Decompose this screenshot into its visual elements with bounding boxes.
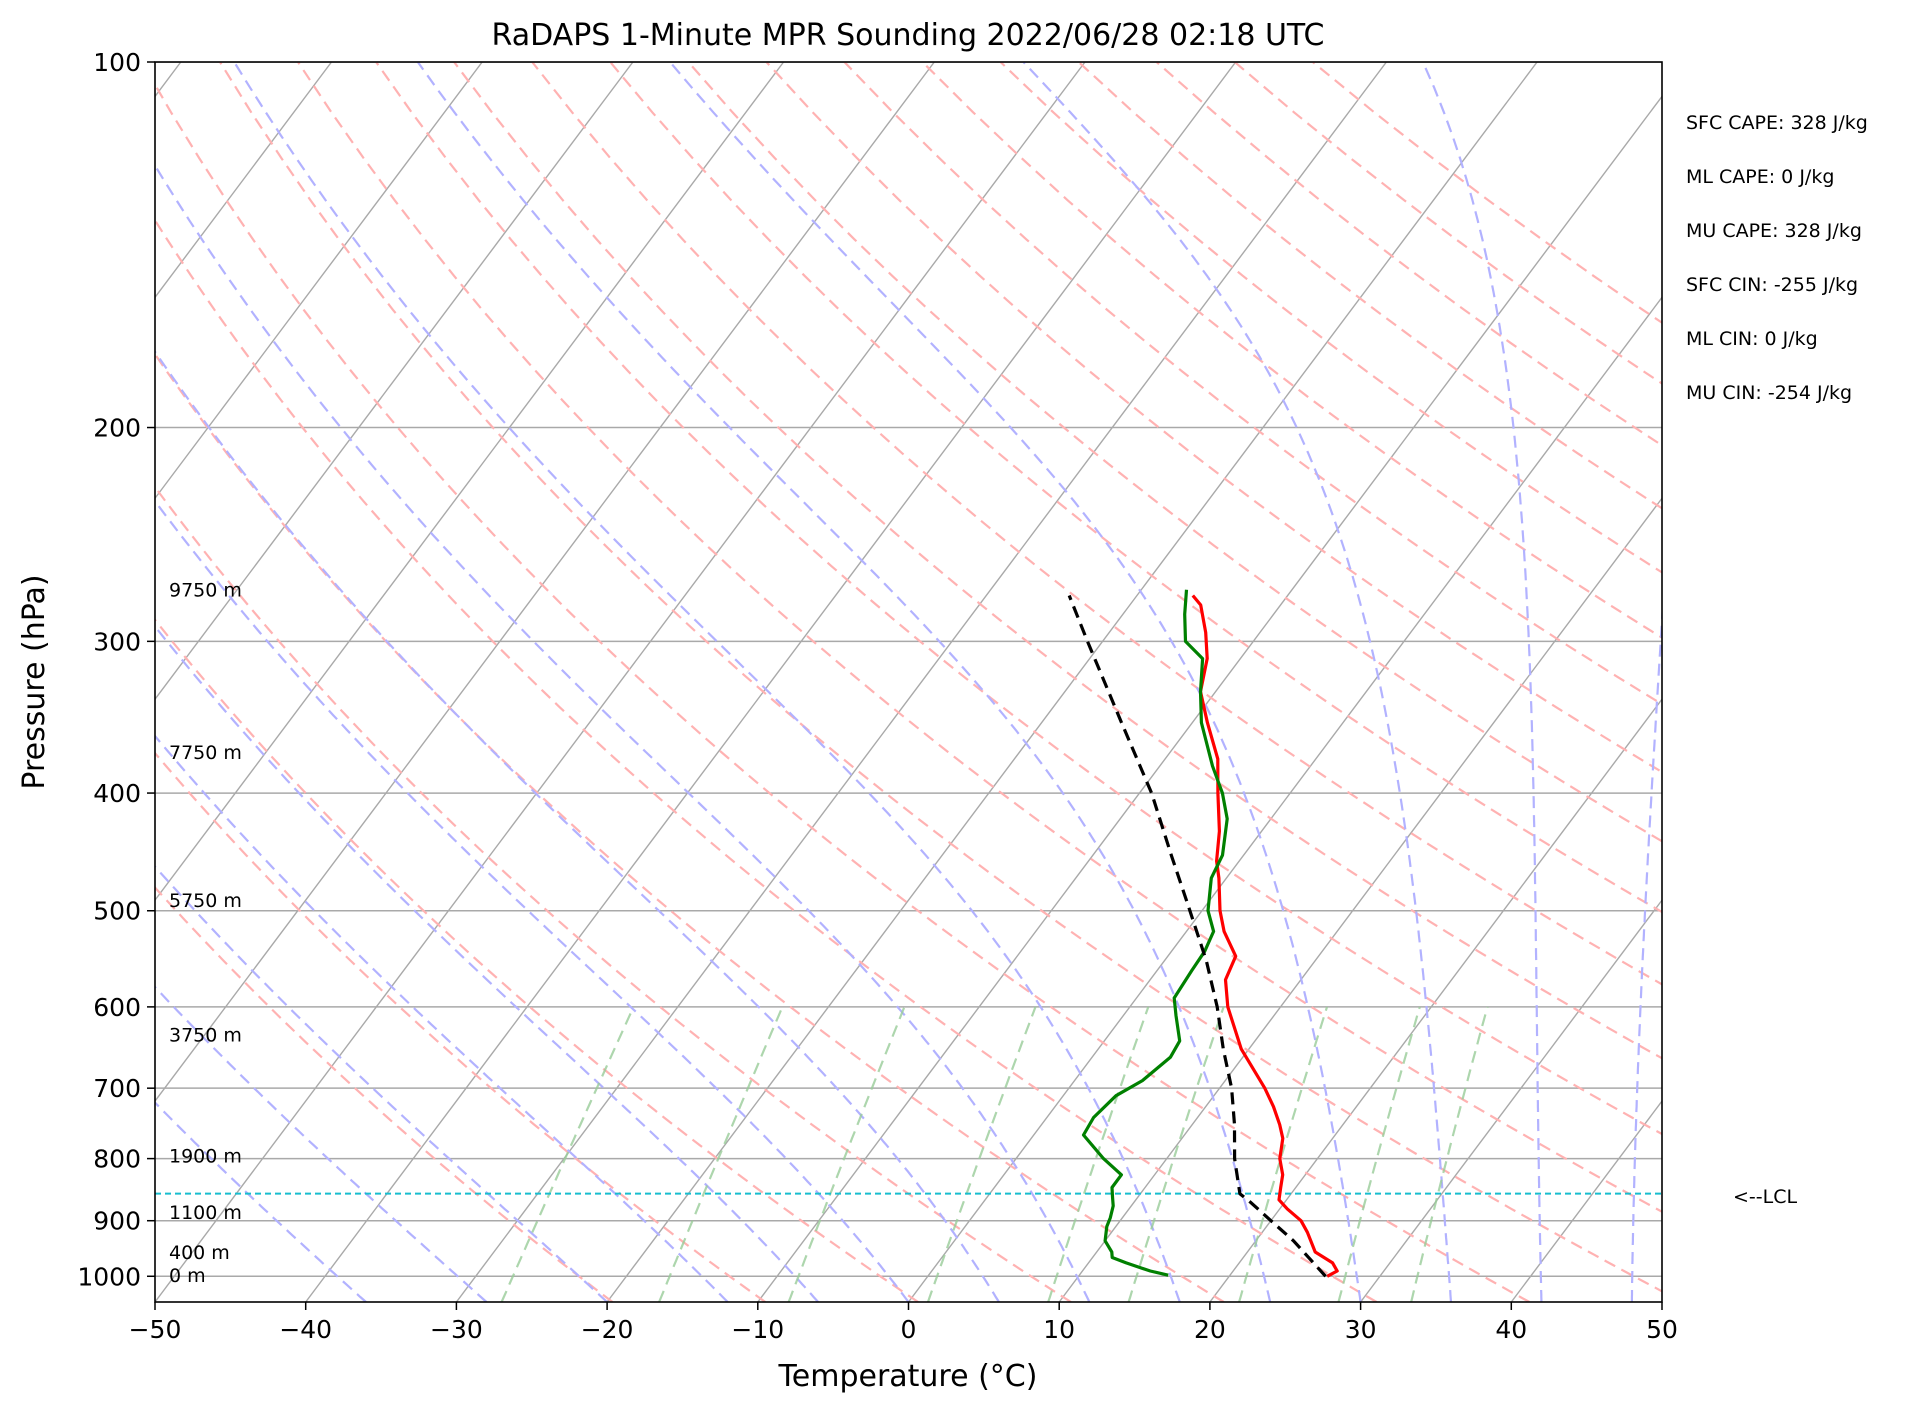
dry-adiabat-line — [155, 618, 919, 1302]
dry-adiabat-line — [297, 62, 1662, 1213]
dewpoint-profile-line — [1081, 589, 1229, 1277]
height-label: 3750 m — [169, 1024, 242, 1046]
y-tick-label: 900 — [93, 1207, 141, 1236]
mixing-ratio-line — [926, 1006, 1037, 1302]
stat-text: ML CAPE: 0 J/kg — [1686, 166, 1834, 188]
x-tick-label: −40 — [279, 1315, 332, 1344]
height-label: 7750 m — [169, 742, 242, 764]
isotherm-line — [155, 62, 935, 1103]
dry-adiabat-line — [219, 62, 1662, 1293]
moist-adiabat-line — [155, 734, 729, 1302]
isotherm-line — [305, 62, 1237, 1302]
moist-adiabat-line — [155, 865, 608, 1302]
isotherm-line — [155, 62, 634, 701]
isotherm-line — [757, 95, 1662, 1302]
x-tick-label: 30 — [1345, 1315, 1377, 1344]
moist-adiabat-line — [155, 624, 819, 1302]
stat-text: MU CAPE: 328 J/kg — [1686, 220, 1862, 242]
moist-adiabat-line — [1022, 62, 1453, 1302]
dry-adiabat-line — [453, 62, 1662, 1060]
y-tick-label: 700 — [93, 1074, 141, 1103]
chart-title: RaDAPS 1-Minute MPR Sounding 2022/06/28 … — [492, 18, 1325, 53]
dry-adiabat-line — [531, 62, 1662, 986]
lcl-label: <--LCL — [1733, 1186, 1797, 1208]
height-label: 9750 m — [169, 580, 242, 602]
moist-adiabat-line — [155, 499, 910, 1302]
mixing-ratio-line — [1337, 1006, 1421, 1302]
dry-adiabat-line — [609, 62, 1662, 914]
isotherm-line — [907, 296, 1662, 1302]
x-tick-label: −10 — [731, 1315, 784, 1344]
dry-adiabat-line — [155, 885, 614, 1302]
y-axis-label: Pressure (hPa) — [17, 574, 52, 789]
isotherm-line — [1058, 497, 1662, 1302]
y-tick-label: 800 — [93, 1145, 141, 1174]
x-tick-label: −50 — [129, 1315, 182, 1344]
isotherm-line — [606, 62, 1538, 1302]
mixing-ratio-line — [1410, 1006, 1489, 1302]
dry-adiabat-line — [999, 62, 1662, 574]
mixing-ratio-line — [1127, 1006, 1225, 1302]
mixing-ratio-line — [658, 1006, 784, 1302]
data-lines — [155, 589, 1662, 1278]
mixing-ratio-line — [1238, 1006, 1329, 1302]
y-tick-label: 200 — [93, 414, 141, 443]
x-tick-label: 40 — [1495, 1315, 1527, 1344]
temperature-profile-line — [1191, 594, 1339, 1278]
dry-adiabat-line — [155, 82, 1530, 1302]
x-tick-label: 20 — [1194, 1315, 1226, 1344]
isotherm-line — [155, 62, 785, 902]
y-tick-label: 100 — [93, 48, 141, 77]
y-tick-label: 1000 — [77, 1262, 141, 1291]
isotherm-line — [155, 62, 483, 500]
moist-adiabat-line — [155, 349, 1000, 1302]
height-label: 0 m — [169, 1265, 206, 1287]
moist-adiabat-line — [1630, 603, 1662, 1302]
moist-adiabat-line — [669, 62, 1362, 1302]
axis-ticks: −50 −40 −30 −20 −10 0 10 20 30 40 50 100 200 300 400 50… — [77, 48, 1678, 1344]
moist-adiabat-line — [155, 163, 1091, 1302]
x-tick-label: 10 — [1043, 1315, 1075, 1344]
dry-adiabat-line — [843, 62, 1662, 706]
dry-adiabat-line — [155, 352, 1225, 1302]
isotherm-line — [155, 62, 333, 299]
parcel-profile-line — [1067, 594, 1327, 1278]
isotherm-line — [1209, 698, 1662, 1302]
background-lines — [155, 62, 1662, 1302]
x-tick-label: 50 — [1646, 1315, 1678, 1344]
height-label: 1900 m — [169, 1145, 242, 1167]
y-tick-label: 400 — [93, 779, 141, 808]
y-tick-label: 300 — [93, 627, 141, 656]
y-tick-label: 600 — [93, 993, 141, 1022]
annotations: 9750 m 7750 m 5750 m 3750 m 1900 m 1100 m 400 … — [169, 112, 1868, 1287]
dry-adiabat-line — [765, 62, 1662, 774]
stat-text: SFC CAPE: 328 J/kg — [1686, 112, 1868, 134]
stat-text: SFC CIN: -255 J/kg — [1686, 274, 1858, 296]
height-label: 1100 m — [169, 1202, 242, 1224]
moist-adiabat-line — [416, 62, 1272, 1302]
x-tick-label: −30 — [430, 1315, 483, 1344]
x-axis-label: Temperature (°C) — [778, 1359, 1038, 1394]
stat-text: ML CIN: 0 J/kg — [1686, 328, 1818, 350]
isotherm-line — [155, 62, 1086, 1302]
y-tick-label: 500 — [93, 897, 141, 926]
x-tick-label: −20 — [581, 1315, 634, 1344]
mixing-ratio-line — [787, 1006, 906, 1302]
isotherm-line — [1360, 898, 1662, 1302]
x-tick-label: 0 — [901, 1315, 917, 1344]
moist-adiabat-line — [1421, 62, 1543, 1302]
stat-text: MU CIN: -254 J/kg — [1686, 382, 1852, 404]
mixing-ratio-line — [1047, 1006, 1150, 1302]
dry-adiabat-line — [155, 751, 766, 1302]
dry-adiabat-line — [155, 218, 1378, 1302]
height-label: 400 m — [169, 1242, 230, 1264]
height-label: 5750 m — [169, 890, 242, 912]
mixing-ratio-line — [500, 1006, 635, 1302]
